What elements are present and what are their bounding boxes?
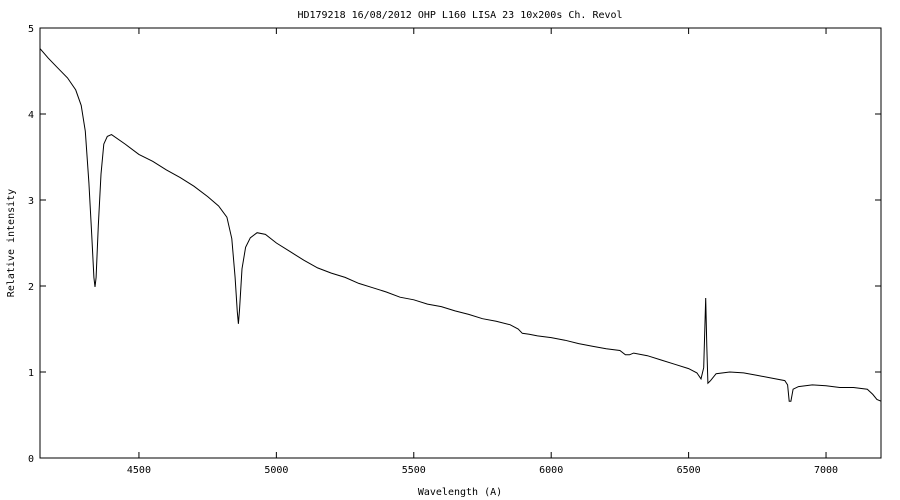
y-axis-label: Relative intensity bbox=[6, 189, 17, 297]
chart-title: HD179218 16/08/2012 OHP L160 LISA 23 10x… bbox=[297, 10, 622, 21]
y-tick-label: 2 bbox=[28, 282, 34, 293]
y-tick-labels: 0 1 2 3 4 5 bbox=[28, 24, 34, 465]
x-tick-label: 6000 bbox=[539, 465, 563, 476]
y-tick-label: 5 bbox=[28, 24, 34, 35]
x-axis-label: Wavelength (A) bbox=[418, 487, 502, 498]
plot-frame bbox=[39, 27, 882, 459]
y-tick-label: 1 bbox=[28, 368, 34, 379]
y-tick-label: 3 bbox=[28, 196, 34, 207]
axis-ticks bbox=[40, 27, 881, 459]
x-tick-label: 7000 bbox=[814, 465, 838, 476]
x-tick-label: 6500 bbox=[677, 465, 701, 476]
spectrum-line bbox=[39, 48, 882, 402]
y-tick-label: 4 bbox=[28, 110, 34, 121]
x-tick-label: 5000 bbox=[264, 465, 288, 476]
x-tick-label: 5500 bbox=[402, 465, 426, 476]
x-tick-label: 4500 bbox=[127, 465, 151, 476]
y-tick-label: 0 bbox=[28, 454, 34, 465]
x-tick-labels: 4500 5000 5500 6000 6500 7000 bbox=[127, 465, 838, 476]
